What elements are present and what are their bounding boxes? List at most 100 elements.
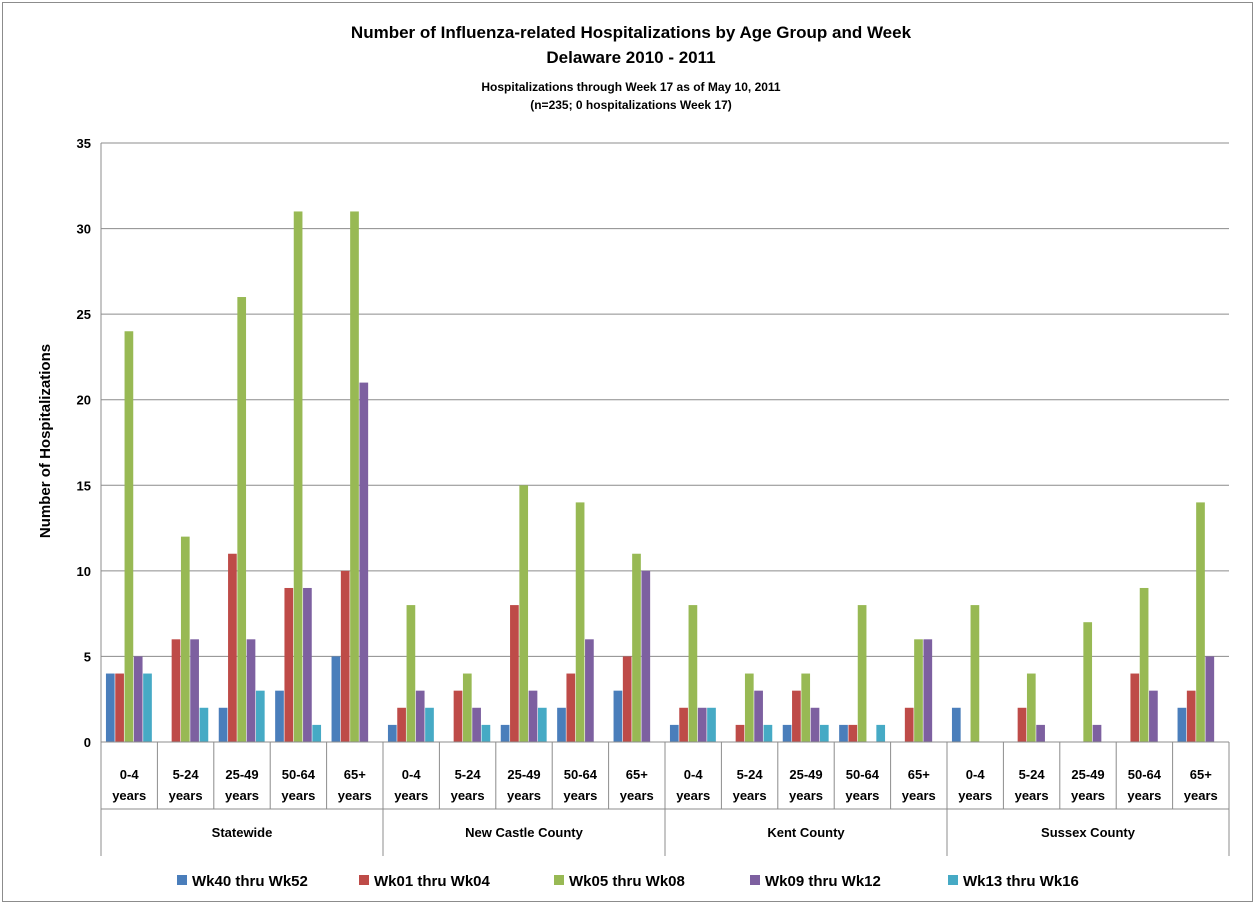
bar: [669, 724, 679, 742]
x-tick-label: years: [620, 788, 654, 803]
bar: [510, 605, 519, 742]
chart-title: Number of Influenza-related Hospitalizat…: [351, 23, 912, 42]
x-tick-label: years: [902, 788, 936, 803]
bar: [632, 553, 641, 742]
bar: [1130, 673, 1140, 742]
bar: [1083, 622, 1093, 742]
y-tick-label: 15: [77, 478, 91, 493]
bar: [707, 707, 716, 742]
bar: [641, 570, 651, 742]
x-tick-label: years: [451, 788, 485, 803]
bar: [848, 724, 858, 742]
bar: [537, 707, 547, 742]
y-tick-label: 10: [77, 564, 91, 579]
bar: [237, 297, 247, 742]
x-tick-label: 65+: [344, 767, 366, 782]
bar: [359, 382, 369, 742]
bar: [1139, 587, 1149, 742]
x-tick-label: years: [169, 788, 203, 803]
x-tick-label: years: [394, 788, 428, 803]
legend-label: Wk09 thru Wk12: [765, 873, 881, 890]
bar: [782, 724, 792, 742]
x-tick-label: 0-4: [684, 767, 704, 782]
x-tick-label: years: [789, 788, 823, 803]
bar: [105, 673, 115, 742]
legend-swatch: [177, 875, 187, 885]
x-tick-label: years: [1127, 788, 1161, 803]
chart-subtitle: Hospitalizations through Week 17 as of M…: [481, 80, 781, 94]
bar: [340, 570, 350, 742]
bar: [406, 605, 416, 742]
bar: [585, 639, 594, 742]
bar: [1149, 690, 1158, 742]
bar: [425, 707, 434, 742]
bar: [970, 605, 980, 742]
legend-label: Wk01 thru Wk04: [374, 873, 491, 890]
bar: [1026, 673, 1036, 742]
group-label: New Castle County: [465, 825, 584, 840]
x-tick-label: years: [1071, 788, 1105, 803]
x-tick-label: years: [1015, 788, 1049, 803]
bar: [679, 707, 688, 742]
bar: [218, 707, 228, 742]
x-tick-label: 0-4: [120, 767, 140, 782]
x-tick-label: years: [958, 788, 992, 803]
bar: [275, 690, 284, 742]
bar: [1017, 707, 1027, 742]
chart-subtitle-line2: (n=235; 0 hospitalizations Week 17): [530, 98, 732, 112]
legend-swatch: [554, 875, 564, 885]
bar: [255, 690, 265, 742]
legend-swatch: [750, 875, 760, 885]
bar: [415, 690, 425, 742]
x-tick-label: years: [338, 788, 372, 803]
bar: [557, 707, 566, 742]
x-tick-label: 25-49: [1071, 767, 1104, 782]
group-label: Kent County: [767, 825, 845, 840]
bar: [810, 707, 820, 742]
legend-label: Wk05 thru Wk08: [569, 873, 685, 890]
x-tick-label: years: [225, 788, 259, 803]
bar: [914, 639, 923, 742]
bar: [397, 707, 406, 742]
x-tick-label: years: [563, 788, 597, 803]
axes: 0 5 10 15 20 25 30 35 0-4 years 5-24 years 25-49 year…: [77, 136, 1230, 856]
bar: [124, 331, 134, 742]
bar: [180, 536, 190, 742]
bar: [133, 656, 143, 742]
bar: [904, 707, 914, 742]
group-label: Statewide: [212, 825, 273, 840]
x-tick-label: 5-24: [737, 767, 764, 782]
bar: [312, 724, 322, 742]
bar: [744, 673, 754, 742]
y-tick-label: 30: [77, 222, 91, 237]
bar: [566, 673, 576, 742]
bar: [613, 690, 623, 742]
x-tick-label: years: [1184, 788, 1218, 803]
y-tick-label: 25: [77, 307, 91, 322]
bar: [819, 724, 829, 742]
bar: [923, 639, 933, 742]
bar: [792, 690, 801, 742]
bar: [697, 707, 707, 742]
bar: [331, 656, 341, 742]
legend-swatch: [359, 875, 369, 885]
bar: [575, 502, 585, 742]
x-tick-label: 50-64: [282, 767, 316, 782]
x-tick-label: 50-64: [846, 767, 880, 782]
x-tick-label: 5-24: [173, 767, 200, 782]
group-label: Sussex County: [1041, 825, 1136, 840]
bar: [754, 690, 763, 742]
x-tick-label: years: [281, 788, 315, 803]
y-tick-label: 0: [84, 735, 91, 750]
bar: [115, 673, 124, 742]
bar: [199, 707, 209, 742]
bar: [284, 587, 294, 742]
x-tick-label: 0-4: [402, 767, 422, 782]
bar: [190, 639, 199, 742]
legend-swatch: [948, 875, 958, 885]
chart-title-line2: Delaware 2010 - 2011: [546, 48, 715, 67]
bars: [105, 211, 1215, 742]
bar: [801, 673, 811, 742]
x-tick-label: years: [507, 788, 541, 803]
